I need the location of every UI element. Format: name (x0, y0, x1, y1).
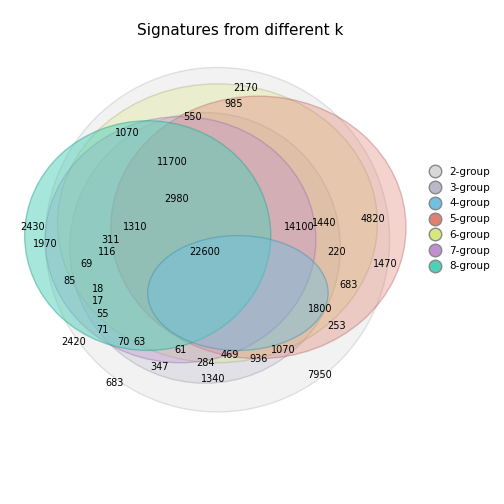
Text: 469: 469 (221, 349, 239, 359)
Text: 69: 69 (80, 259, 92, 269)
Text: 220: 220 (327, 247, 346, 257)
Legend: 2-group, 3-group, 4-group, 5-group, 6-group, 7-group, 8-group: 2-group, 3-group, 4-group, 5-group, 6-gr… (424, 167, 490, 271)
Text: 683: 683 (339, 280, 358, 290)
Text: 61: 61 (174, 345, 186, 355)
Text: 1800: 1800 (307, 304, 332, 314)
Text: 2980: 2980 (164, 194, 188, 204)
Text: 71: 71 (96, 325, 109, 335)
Ellipse shape (57, 84, 377, 363)
Text: 2430: 2430 (21, 222, 45, 232)
Ellipse shape (70, 112, 340, 383)
Text: 284: 284 (196, 358, 214, 368)
Text: 11700: 11700 (157, 157, 187, 167)
Text: 63: 63 (134, 337, 146, 347)
Text: 1070: 1070 (115, 128, 140, 138)
Text: 17: 17 (92, 296, 105, 306)
Text: 70: 70 (117, 337, 129, 347)
Ellipse shape (25, 121, 271, 350)
Ellipse shape (45, 117, 316, 363)
Text: 311: 311 (102, 235, 120, 245)
Text: 1470: 1470 (373, 259, 398, 269)
Text: 22600: 22600 (190, 247, 221, 257)
Text: 1440: 1440 (312, 218, 336, 228)
Text: 1070: 1070 (271, 345, 295, 355)
Text: 18: 18 (92, 284, 105, 294)
Ellipse shape (148, 235, 328, 350)
Ellipse shape (111, 96, 406, 359)
Text: 2170: 2170 (234, 83, 259, 93)
Text: 116: 116 (97, 247, 116, 257)
Text: 550: 550 (183, 112, 202, 121)
Ellipse shape (45, 68, 390, 412)
Text: 936: 936 (249, 354, 268, 363)
Text: 7950: 7950 (307, 370, 332, 380)
Title: Signatures from different k: Signatures from different k (137, 23, 343, 37)
Text: 85: 85 (64, 276, 76, 286)
Text: 2420: 2420 (61, 337, 86, 347)
Text: 1310: 1310 (123, 222, 148, 232)
Text: 1970: 1970 (33, 239, 57, 249)
Text: 253: 253 (327, 321, 346, 331)
Text: 4820: 4820 (361, 214, 386, 224)
Text: 55: 55 (96, 308, 109, 319)
Text: 985: 985 (225, 99, 243, 109)
Text: 683: 683 (106, 378, 124, 388)
Text: 347: 347 (151, 362, 169, 372)
Text: 14100: 14100 (284, 222, 314, 232)
Text: 1340: 1340 (201, 374, 226, 384)
